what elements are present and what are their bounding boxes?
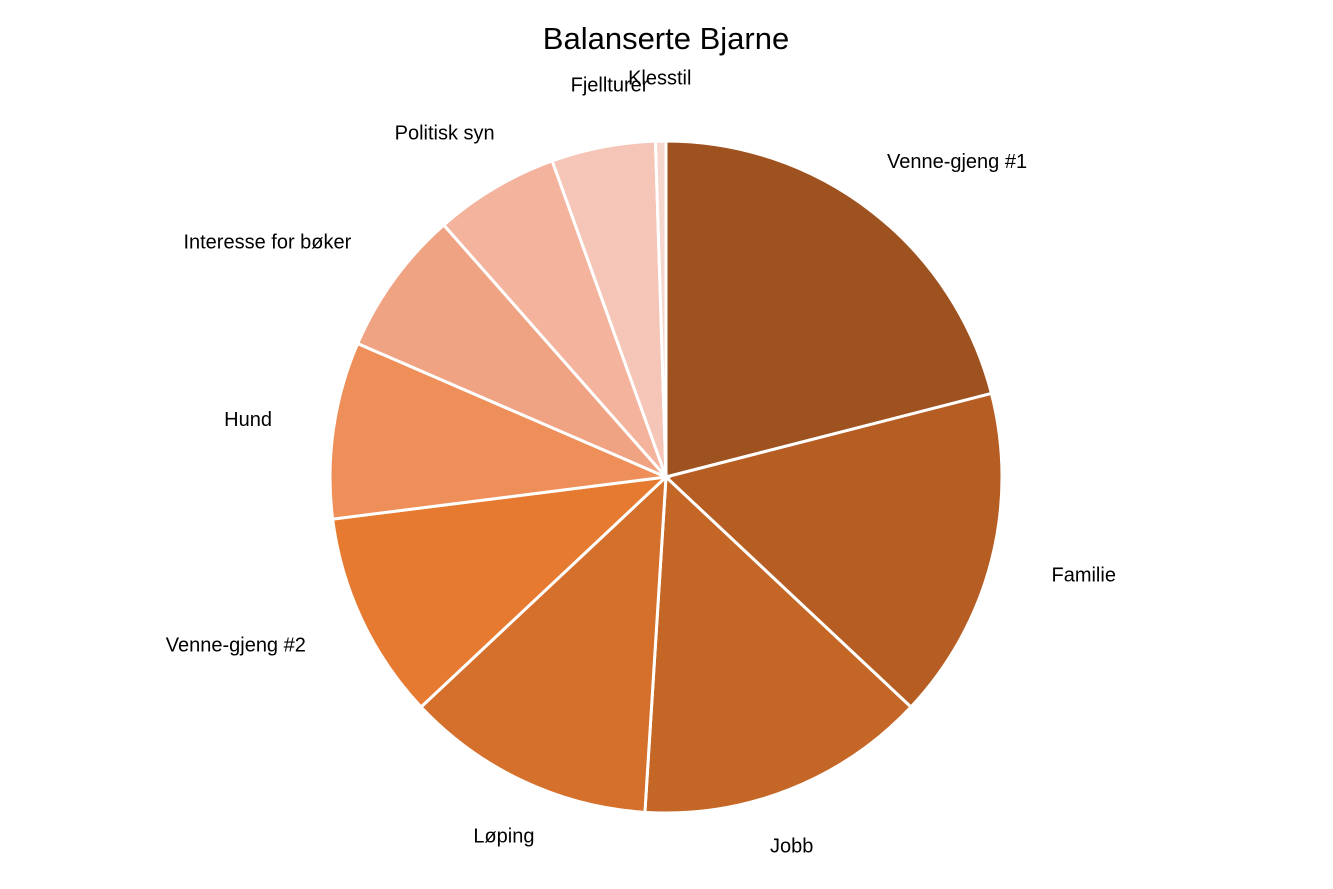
slice-label: Hund — [224, 409, 272, 431]
pie-slice — [418, 473, 668, 814]
slice-label: Venne-gjeng #1 — [887, 151, 1027, 173]
slice-label: Venne-gjeng #2 — [166, 635, 306, 657]
pie-slice — [643, 473, 914, 815]
pie-slice — [328, 341, 672, 521]
pie-slice — [664, 139, 994, 479]
slice-label: Interesse for bøker — [183, 231, 351, 253]
pie-slice — [441, 158, 668, 478]
slice-label: Jobb — [770, 835, 813, 857]
slice-label: Fjellturer — [571, 74, 649, 96]
chart-title: Balanserte Bjarne — [543, 21, 789, 56]
slice-label: Klesstil — [628, 67, 691, 89]
pie-slice — [662, 391, 1004, 710]
pie-slice — [653, 139, 668, 478]
slice-label: Familie — [1051, 564, 1115, 586]
slice-label: Løping — [473, 825, 534, 847]
pie-slice — [355, 222, 668, 479]
pie-slice — [330, 474, 671, 710]
slice-label: Politisk syn — [395, 123, 495, 145]
